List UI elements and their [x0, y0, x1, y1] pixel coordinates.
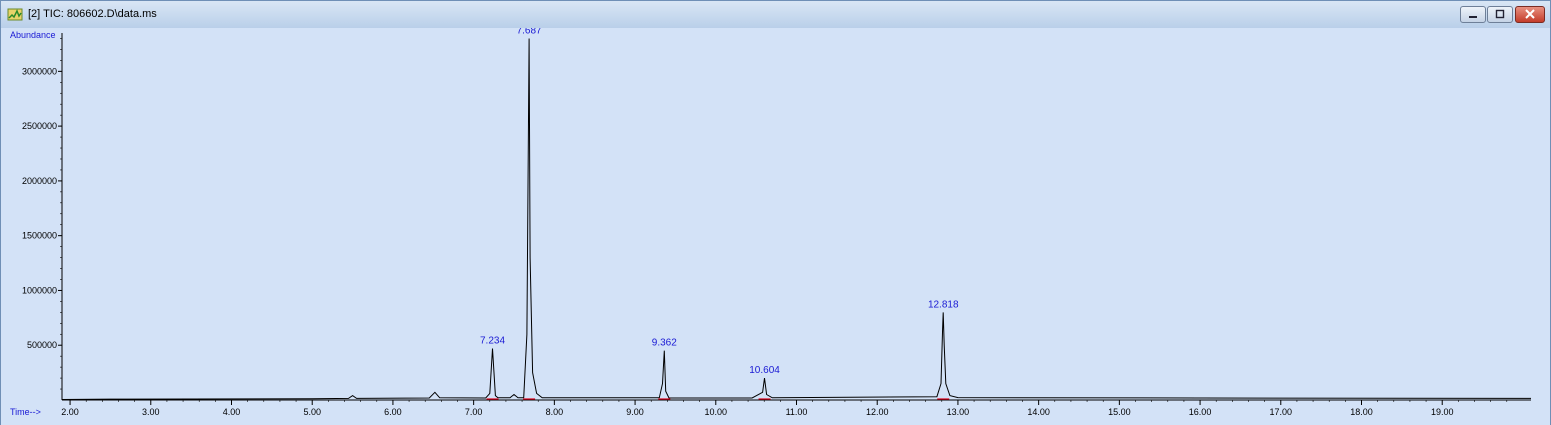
peak-label: 10.604	[749, 365, 780, 376]
chromatogram-icon	[7, 8, 23, 21]
x-tick-label: 17.00	[1270, 407, 1293, 417]
chromatogram-plot[interactable]: 500000 1000000 1500000 2000000 2500000 300000…	[1, 28, 1550, 425]
peak-label: 12.818	[928, 299, 959, 310]
x-tick-label: 9.00	[626, 407, 644, 417]
trace-layer	[61, 38, 1532, 400]
y-tick-label: 2000000	[22, 176, 57, 186]
x-tick-label: 10.00	[705, 407, 728, 417]
x-tick-label: 2.00	[61, 407, 79, 417]
y-tick-label: 1500000	[22, 231, 57, 241]
x-tick-label: 7.00	[465, 407, 483, 417]
x-tick-label: 5.00	[303, 407, 321, 417]
minimize-button[interactable]	[1460, 6, 1486, 23]
x-tick-label: 13.00	[947, 407, 970, 417]
x-tick-label: 8.00	[546, 407, 564, 417]
plot-background	[1, 28, 1550, 425]
window-title: [2] TIC: 806602.D\data.ms	[28, 8, 157, 20]
peak-label: 7.687	[517, 28, 542, 36]
y-axis: 500000 1000000 1500000 2000000 2500000 300000…	[22, 33, 63, 400]
tic-trace	[61, 38, 1532, 400]
x-tick-label: 16.00	[1189, 407, 1212, 417]
y-tick-label: 1000000	[22, 285, 57, 295]
x-axis-title: Time-->	[10, 407, 41, 417]
y-tick-label: 500000	[27, 340, 57, 350]
x-tick-label: 4.00	[223, 407, 241, 417]
close-button[interactable]	[1515, 6, 1545, 23]
x-tick-label: 6.00	[384, 407, 402, 417]
x-tick-label: 18.00	[1350, 407, 1373, 417]
x-tick-label: 15.00	[1108, 407, 1131, 417]
y-tick-label: 2500000	[22, 121, 57, 131]
x-tick-label: 11.00	[786, 407, 808, 417]
close-icon	[1525, 9, 1535, 19]
title-bar[interactable]: [2] TIC: 806602.D\data.ms	[1, 1, 1550, 28]
y-axis-title: Abundance	[10, 30, 56, 40]
x-tick-label: 19.00	[1431, 407, 1454, 417]
x-axis: 2.00 3.00 4.00 5.00 6.00 7.00 8.00 9.00 10.00 11.…	[61, 399, 1531, 417]
x-tick-label: 14.00	[1027, 407, 1050, 417]
peak-label-layer: 7.234 7.687 9.362 10.604 12.818	[480, 28, 959, 400]
maximize-button[interactable]	[1487, 6, 1513, 23]
peak-label: 9.362	[652, 338, 677, 349]
minimize-icon	[1469, 16, 1477, 18]
peak-label: 7.234	[480, 336, 505, 347]
maximize-icon	[1495, 9, 1505, 19]
x-tick-label: 3.00	[142, 407, 160, 417]
x-tick-label: 12.00	[866, 407, 889, 417]
y-tick-label: 3000000	[22, 66, 57, 76]
